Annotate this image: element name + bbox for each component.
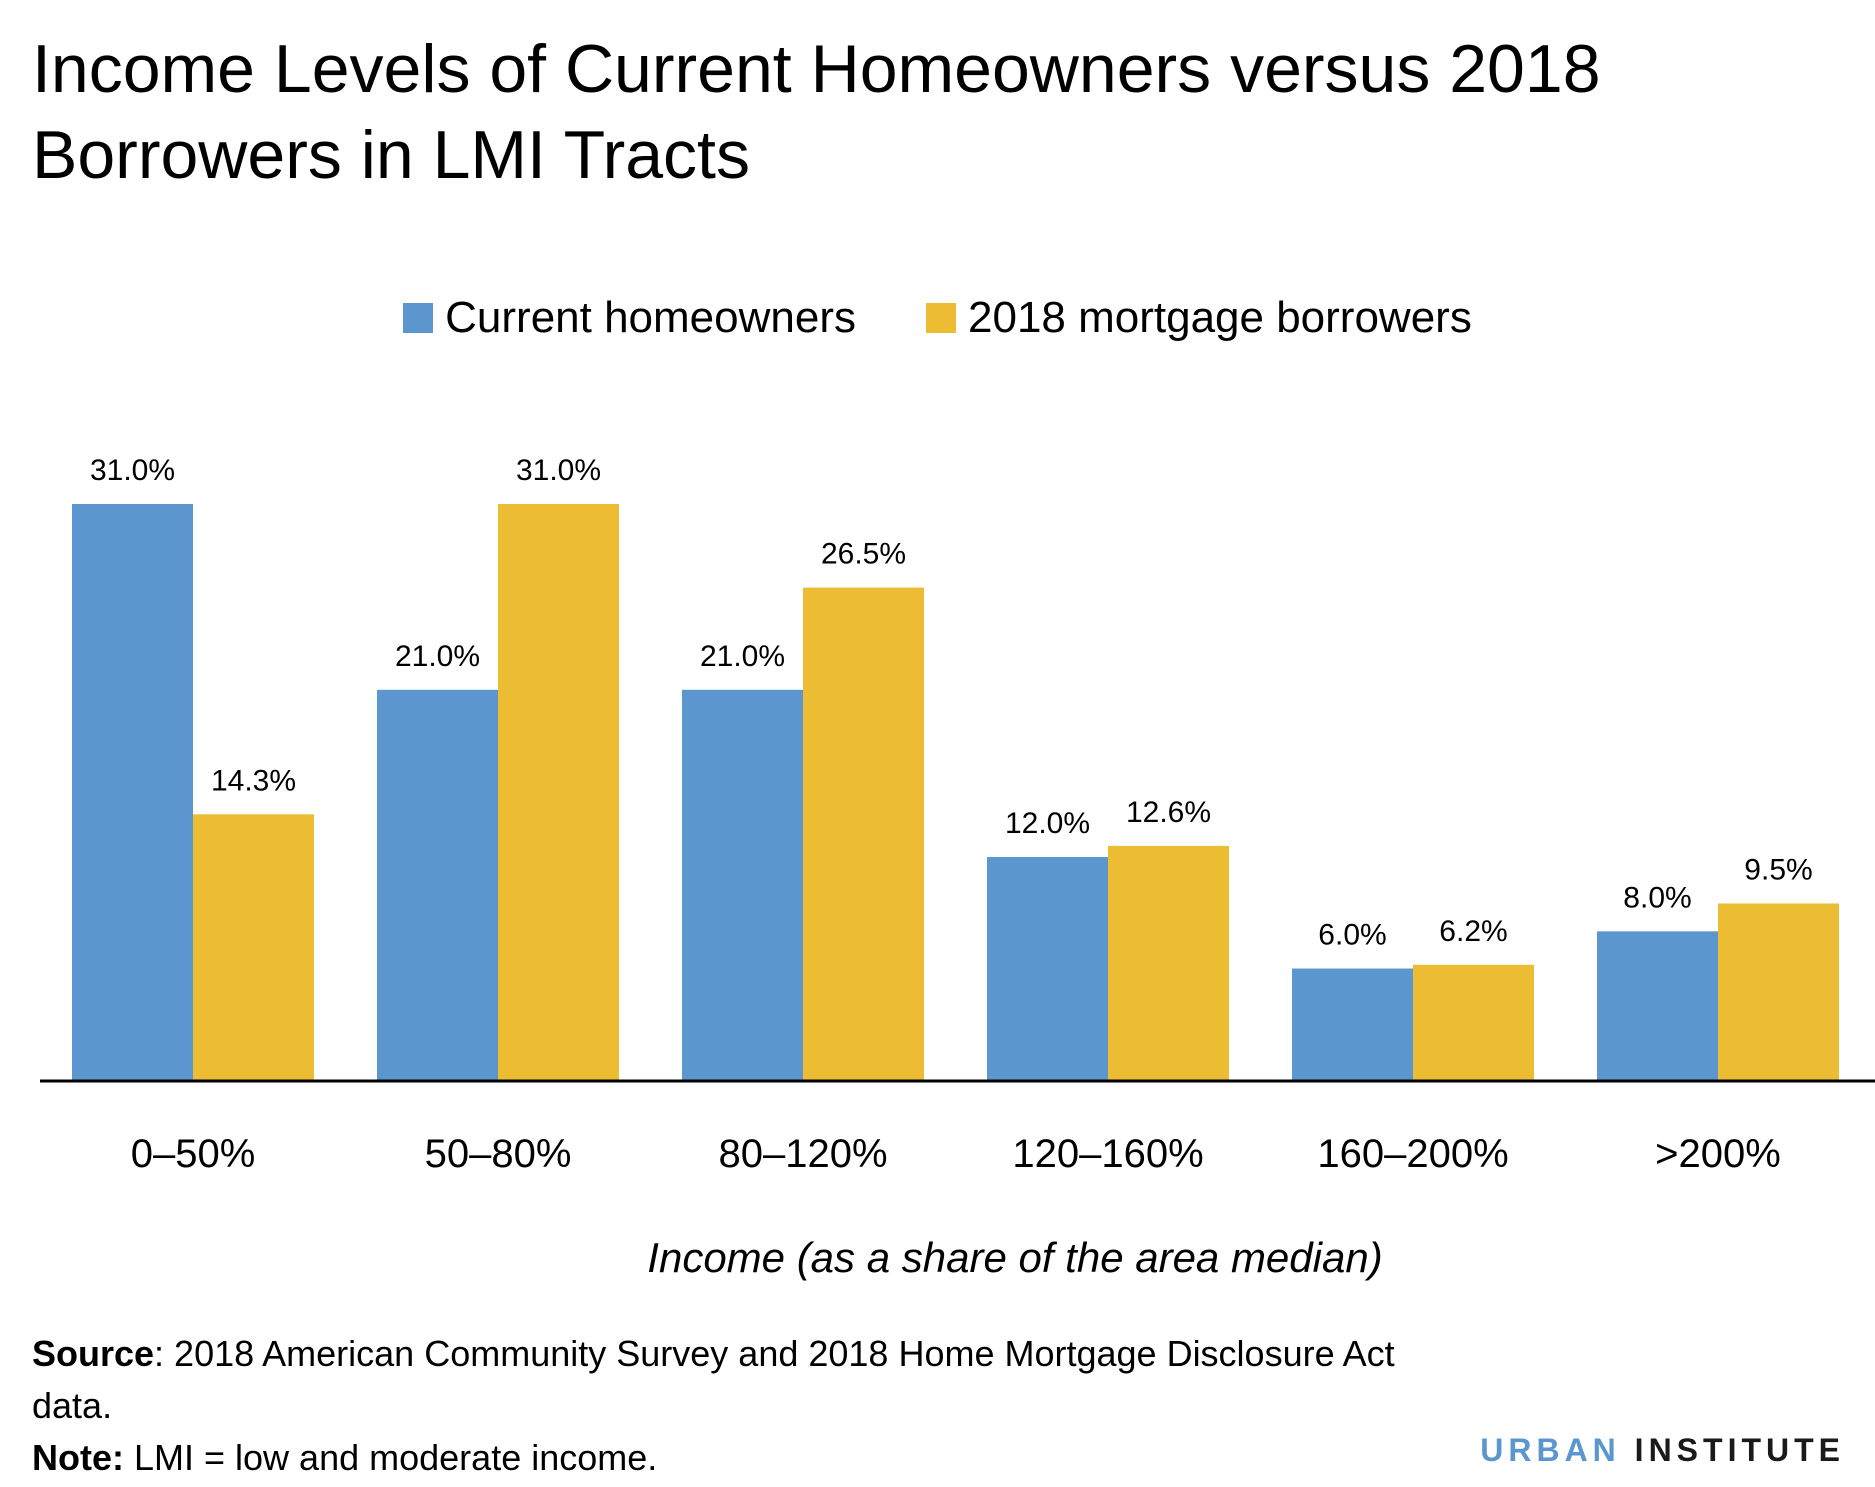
data-label-2018-mortgage-borrowers-50-80: 31.0% [516,454,601,487]
footnote: Source: 2018 American Community Survey a… [32,1328,1432,1484]
bar-2018-mortgage-borrowers-200 [1718,903,1839,1080]
legend-label-current-homeowners: Current homeowners [445,293,856,342]
bar-2018-mortgage-borrowers-0-50 [193,814,314,1080]
legend-label-2018-borrowers: 2018 mortgage borrowers [968,293,1472,342]
bar-2018-mortgage-borrowers-120-160 [1108,845,1229,1080]
bar-current-homeowners-0-50 [72,504,193,1080]
x-axis-label: Income (as a share of the area median) [647,1234,1383,1281]
legend-swatch-current-homeowners [403,303,434,333]
x-tick-label-200: >200% [1655,1132,1781,1176]
data-label-2018-mortgage-borrowers-200: 9.5% [1744,853,1812,886]
data-label-current-homeowners-80-120: 21.0% [700,640,785,673]
note-text: LMI = low and moderate income. [124,1437,658,1478]
bar-current-homeowners-80-120 [682,689,803,1080]
legend: Current homeowners 2018 mortgage borrowe… [0,290,1875,346]
x-tick-label-160-200: 160–200% [1317,1132,1508,1176]
x-tick-label-80-120: 80–120% [718,1132,887,1176]
data-label-2018-mortgage-borrowers-120-160: 12.6% [1126,796,1211,829]
x-tick-label-50-80: 50–80% [425,1132,572,1176]
data-label-2018-mortgage-borrowers-0-50: 14.3% [211,764,296,797]
data-label-2018-mortgage-borrowers-80-120: 26.5% [821,538,906,571]
bar-2018-mortgage-borrowers-50-80 [498,504,619,1080]
urban-institute-logo: URBAN INSTITUTE [1480,1432,1845,1469]
brand-urban: URBAN [1480,1432,1621,1468]
x-tick-label-0-50: 0–50% [131,1132,256,1176]
x-tick-label-120-160: 120–160% [1012,1132,1203,1176]
data-label-current-homeowners-0-50: 31.0% [90,454,175,487]
bar-current-homeowners-160-200 [1292,968,1413,1080]
brand-institute: INSTITUTE [1634,1432,1845,1468]
data-label-current-homeowners-200: 8.0% [1623,881,1691,914]
data-label-current-homeowners-50-80: 21.0% [395,640,480,673]
data-label-2018-mortgage-borrowers-160-200: 6.2% [1439,915,1507,948]
bar-chart: 31.0% 14.3% 0–50% 21.0% 31.0% 50–80% 21.0% 26.5… [40,454,1875,1176]
legend-item-2018-borrowers: 2018 mortgage borrowers [926,290,1472,346]
legend-item-current-homeowners: Current homeowners [403,290,856,346]
data-label-current-homeowners-120-160: 12.0% [1005,807,1090,840]
bar-2018-mortgage-borrowers-80-120 [803,587,924,1080]
bar-current-homeowners-200 [1597,931,1718,1080]
chart-title: Income Levels of Current Homeowners vers… [32,31,1601,193]
note-line: Note: LMI = low and moderate income. [32,1432,1432,1484]
note-label: Note: [32,1437,124,1478]
legend-swatch-2018-borrowers [926,303,956,333]
source-label: Source [32,1333,155,1374]
bar-current-homeowners-120-160 [987,857,1108,1080]
source-text: : 2018 American Community Survey and 201… [32,1333,1395,1426]
bar-current-homeowners-50-80 [377,689,498,1080]
source-line: Source: 2018 American Community Survey a… [32,1328,1432,1432]
data-label-current-homeowners-160-200: 6.0% [1318,919,1386,952]
bar-2018-mortgage-borrowers-160-200 [1413,964,1534,1080]
